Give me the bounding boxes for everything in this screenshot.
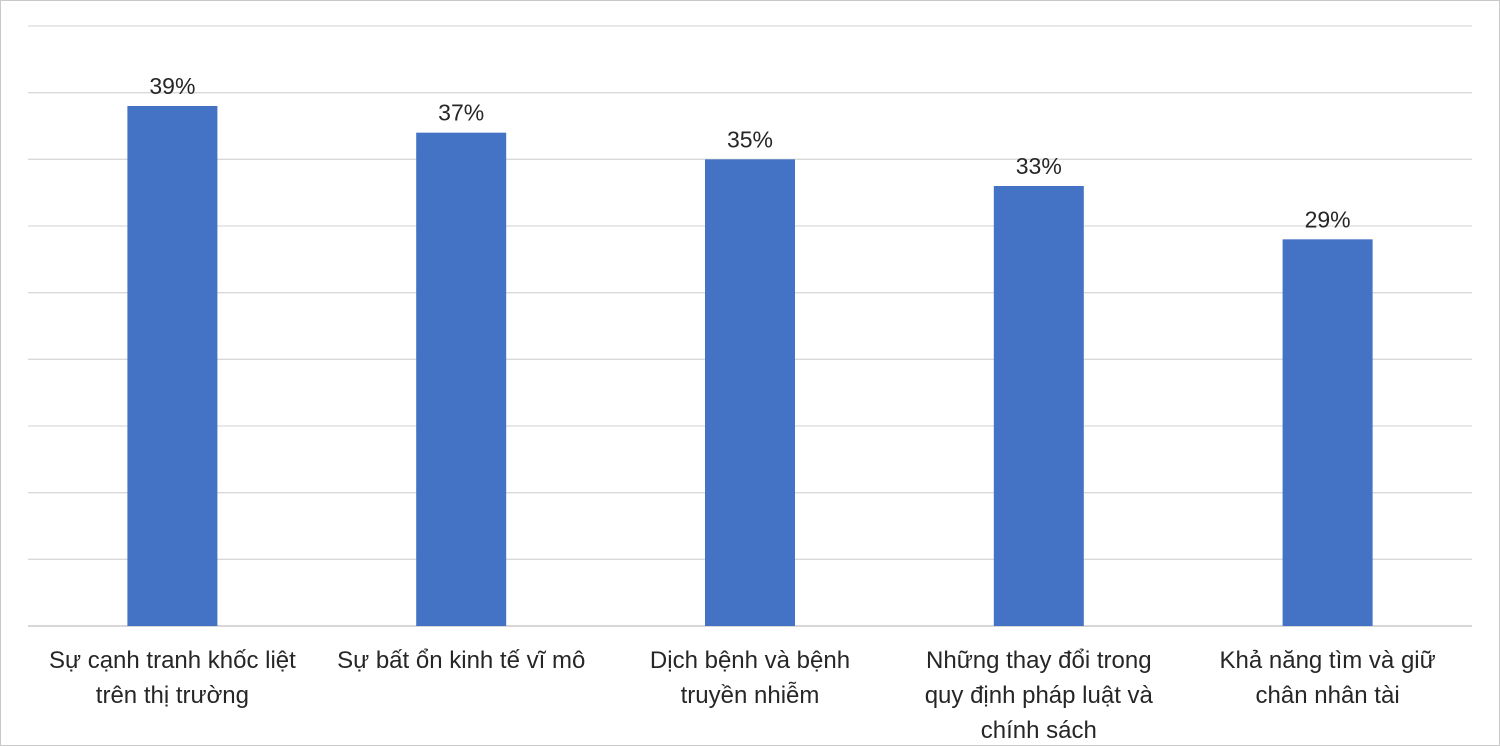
category-label-line: Khả năng tìm và giữ bbox=[1220, 647, 1436, 674]
data-label-2: 37% bbox=[438, 100, 484, 126]
category-label-line: Sự cạnh tranh khốc liệt bbox=[49, 647, 296, 674]
data-label-3: 35% bbox=[727, 126, 773, 152]
category-label-line: quy định pháp luật và bbox=[925, 682, 1154, 709]
category-label-line: Những thay đổi trong bbox=[926, 647, 1152, 674]
category-label-line: truyền nhiễm bbox=[681, 682, 820, 709]
category-label-line: Sự bất ổn kinh tế vĩ mô bbox=[337, 647, 585, 674]
category-label-5: Khả năng tìm và giữ chân nhân tài bbox=[1220, 647, 1436, 709]
data-label-5: 29% bbox=[1305, 206, 1351, 232]
bar-3 bbox=[705, 159, 795, 627]
category-label-line: trên thị trường bbox=[96, 682, 249, 709]
category-label-3: Dịch bệnh và bệnh truyền nhiễm bbox=[650, 647, 850, 709]
data-label-1: 39% bbox=[149, 73, 195, 99]
category-label-4: Những thay đổi trong quy định pháp luật v… bbox=[925, 647, 1154, 744]
category-label-line: chân nhân tài bbox=[1256, 682, 1400, 709]
category-label-line: Dịch bệnh và bệnh bbox=[650, 647, 850, 674]
bar-5 bbox=[1282, 239, 1373, 627]
bar-2 bbox=[416, 132, 507, 626]
category-label-2: Sự bất ổn kinh tế vĩ mô bbox=[337, 647, 585, 674]
category-label-line: chính sách bbox=[981, 717, 1097, 744]
data-label-4: 33% bbox=[1016, 153, 1062, 179]
bar-4 bbox=[993, 186, 1084, 626]
category-label-1: Sự cạnh tranh khốc liệt trên thị trường bbox=[49, 647, 296, 709]
bar-1 bbox=[127, 106, 218, 626]
